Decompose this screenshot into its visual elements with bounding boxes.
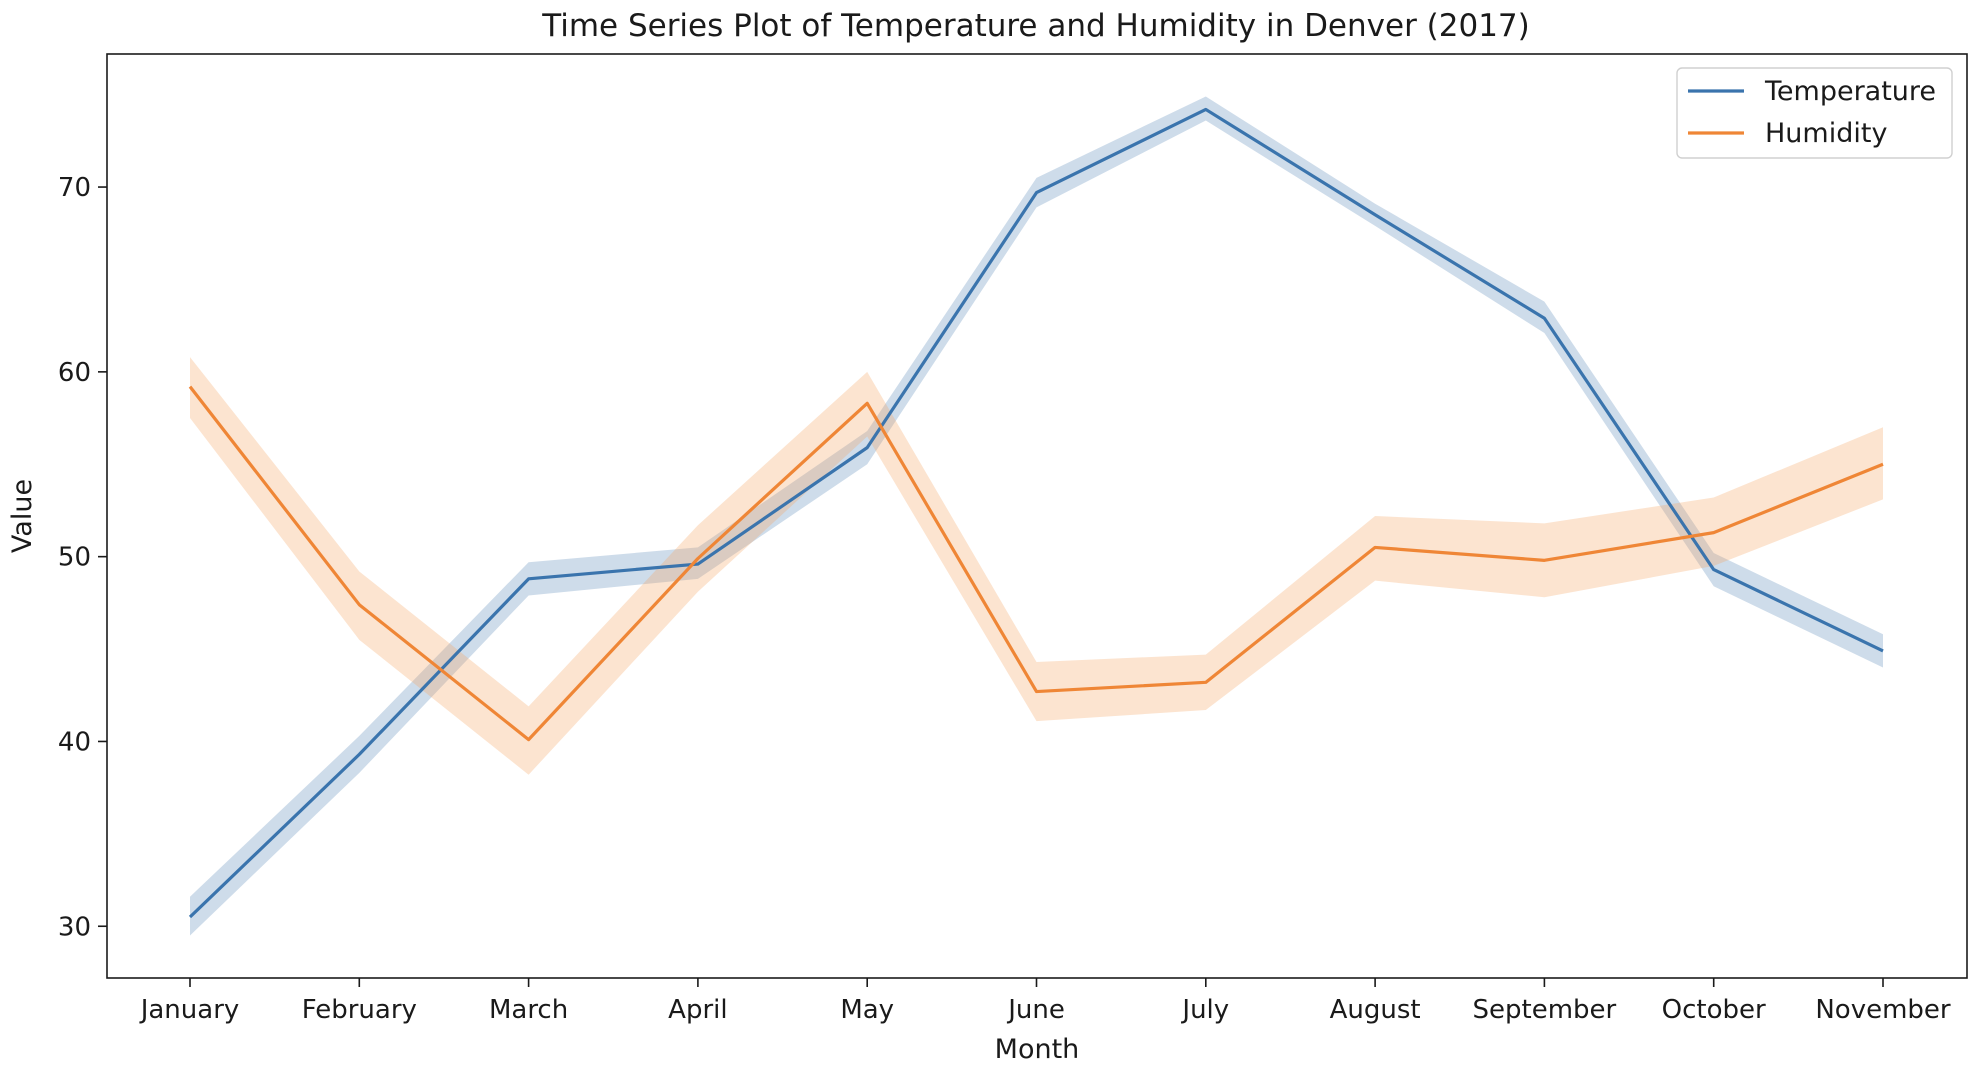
y-axis: 30 40 50 60 70 [58, 173, 107, 942]
series-lines [188, 107, 1884, 919]
x-axis-label: Month [995, 1034, 1080, 1065]
x-tick-label: May [840, 995, 894, 1025]
x-tick-label: July [1180, 995, 1229, 1025]
x-tick-label: February [302, 995, 417, 1025]
legend-box [1676, 67, 1953, 159]
legend-label-temperature: Temperature [1764, 76, 1936, 107]
x-tick-label: November [1815, 995, 1951, 1025]
x-axis: January February March April May June July Augu… [139, 978, 1951, 1025]
x-tick-label: September [1473, 995, 1617, 1025]
confidence-bands [190, 96, 1883, 936]
chart-title: Time Series Plot of Temperature and Humi… [541, 8, 1530, 44]
x-tick-label: January [139, 995, 240, 1025]
humidity-confidence-band [190, 357, 1883, 775]
y-tick-label: 60 [58, 358, 91, 388]
x-tick-label: March [489, 995, 568, 1025]
y-tick-label: 70 [58, 173, 91, 203]
x-tick-label: April [668, 995, 727, 1025]
legend-label-humidity: Humidity [1765, 118, 1887, 149]
x-tick-label: June [1006, 995, 1065, 1025]
y-axis-label: Value [7, 479, 38, 553]
y-tick-label: 30 [58, 912, 91, 942]
legend: Temperature Humidity [1676, 67, 1953, 159]
x-tick-label: October [1662, 995, 1766, 1025]
y-tick-label: 50 [58, 543, 91, 573]
y-tick-label: 40 [58, 727, 91, 757]
x-tick-label: August [1330, 995, 1421, 1025]
